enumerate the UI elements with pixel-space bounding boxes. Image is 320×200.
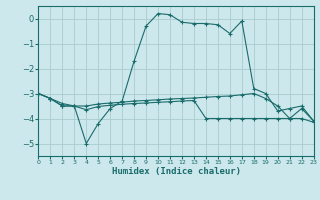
X-axis label: Humidex (Indice chaleur): Humidex (Indice chaleur) <box>111 167 241 176</box>
